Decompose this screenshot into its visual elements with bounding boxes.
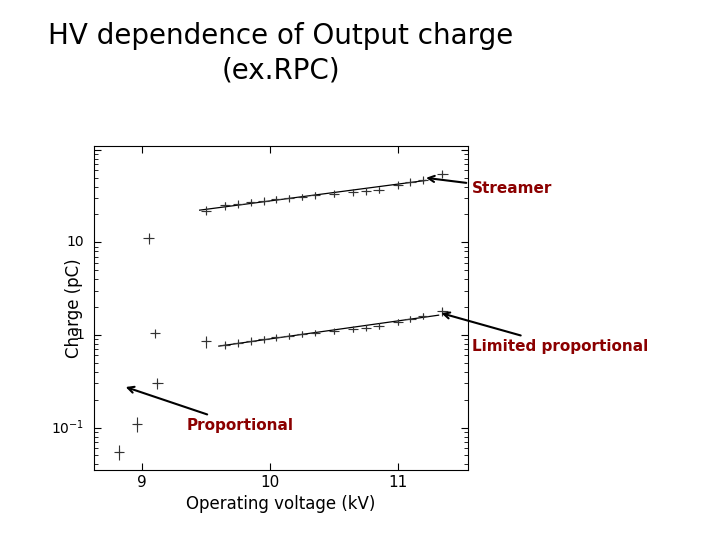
Text: 1: 1 bbox=[76, 328, 84, 342]
Text: HV dependence of Output charge
(ex.RPC): HV dependence of Output charge (ex.RPC) bbox=[48, 22, 513, 84]
Y-axis label: Charge (pC): Charge (pC) bbox=[66, 258, 84, 357]
Text: Proportional: Proportional bbox=[128, 387, 294, 433]
Text: $10^{-1}$: $10^{-1}$ bbox=[51, 418, 84, 437]
Text: Limited proportional: Limited proportional bbox=[444, 313, 648, 354]
Text: 10: 10 bbox=[67, 235, 84, 249]
X-axis label: Operating voltage (kV): Operating voltage (kV) bbox=[186, 495, 376, 513]
Text: Streamer: Streamer bbox=[428, 176, 552, 196]
